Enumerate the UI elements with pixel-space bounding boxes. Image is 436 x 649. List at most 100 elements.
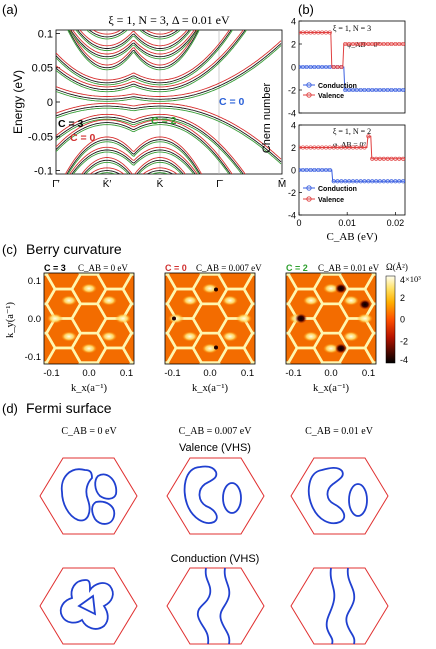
- berry-ridge: [149, 377, 183, 406]
- berry-ridge: [219, 230, 253, 259]
- chern-line: [299, 135, 405, 160]
- chern-line: [299, 32, 405, 68]
- band-line: [81, 157, 186, 174]
- berry-ridge: [365, 392, 399, 422]
- band-structure-lines: [56, 30, 282, 174]
- chern-marker: [397, 156, 402, 161]
- chern-marker: [316, 167, 321, 173]
- panel-b-bottom-title: ξ = 1, N = 2: [333, 127, 371, 136]
- berry-hotspot: [202, 343, 218, 354]
- xtick-label: 0: [296, 218, 301, 228]
- panel-b-bottom-xticks: 0 0.01 0.02: [296, 212, 404, 228]
- chern-marker: [354, 41, 359, 47]
- panel-a-xticks: Γ̄′ K̄′ K̄ Γ̄ M̄: [52, 177, 286, 190]
- bz-hexagon: [166, 567, 265, 645]
- band-line: [85, 161, 182, 174]
- chern-marker: [381, 156, 386, 161]
- chern-marker: [347, 179, 352, 184]
- berry-map-1-cab: C_AB = 0 eV: [78, 263, 128, 273]
- chern-marker: [381, 41, 386, 47]
- chern-marker: [323, 64, 329, 70]
- chern-marker: [299, 145, 302, 150]
- band-line: [56, 30, 232, 84]
- berry-hotspot: [202, 283, 218, 294]
- xtick-label: -0.1: [43, 368, 59, 379]
- chern-marker: [308, 145, 313, 150]
- berry-hotspot: [303, 331, 319, 342]
- fermi-contour: [196, 567, 212, 645]
- fermi-col-1: C_AB = 0 eV: [61, 426, 117, 437]
- ytick-label: -4: [288, 211, 296, 221]
- panel-b-bottom-legend: Conduction Valence: [303, 185, 357, 204]
- chern-marker: [308, 167, 313, 173]
- berry-hotspot: [343, 295, 359, 306]
- chern-marker: [300, 64, 305, 70]
- fermi-contour: [77, 594, 97, 616]
- chern-marker: [397, 87, 402, 93]
- chern-marker: [308, 64, 313, 70]
- berry-hotspot: [236, 313, 252, 324]
- chern-marker: [320, 145, 325, 150]
- chern-marker: [304, 64, 309, 70]
- band-line: [79, 30, 188, 47]
- berry-ridge: [391, 377, 425, 406]
- berry-hotspot: [61, 331, 77, 342]
- panel-b-xlabel: C_AB (eV): [326, 231, 377, 243]
- fermi-valence-2: [166, 457, 265, 535]
- xtick-label: -0.1: [164, 368, 180, 379]
- chern-marker: [381, 179, 386, 184]
- berry-ridge: [242, 273, 255, 306]
- chern-marker: [366, 41, 371, 47]
- chern-marker: [335, 64, 340, 70]
- chern-marker: [304, 167, 309, 173]
- fermi-col-2: C_AB = 0.007 eV: [179, 426, 253, 437]
- chern-marker: [304, 30, 309, 35]
- bz-hexagon: [166, 457, 265, 535]
- colorbar-scale: ×10³: [405, 274, 421, 284]
- chern-marker: [366, 87, 371, 93]
- berry-coldspot: [214, 345, 218, 350]
- chern-marker: [370, 87, 375, 93]
- berry-coldspot: [335, 343, 347, 354]
- ytick-label: 4: [291, 121, 296, 131]
- berry-map-2: C = 0 C_AB = 0.007 eV: [164, 230, 262, 365]
- chern-marker: [397, 179, 402, 184]
- panel-a-yticks: 0.1 0.05 0 -0.05 -0.1: [28, 28, 60, 178]
- ytick-label: 0.05: [32, 63, 53, 75]
- colorbar-label: Ω(Å²): [386, 262, 408, 272]
- chern-marker: [312, 167, 317, 173]
- xtick-label: 0.1: [362, 368, 375, 379]
- fermi-valence-3: [290, 457, 389, 535]
- ytick-label: -0.05: [28, 131, 53, 143]
- berry-hotspot: [303, 295, 319, 306]
- chern-marker: [316, 145, 321, 150]
- fermi-contour: [59, 579, 114, 630]
- panel-c-ylabel: k_y(a⁻¹): [5, 301, 16, 338]
- chern-marker: [320, 30, 325, 35]
- band-line: [56, 40, 282, 97]
- panel-c-label: (c): [2, 242, 17, 257]
- berry-hotspot: [81, 283, 97, 294]
- berry-colorbar: Ω(Å²) ×10³ 4 2 0 -2 -4: [385, 262, 421, 365]
- xtick-label: K̄′: [103, 177, 112, 190]
- band-line: [93, 170, 174, 174]
- xtick-label: 0.1: [241, 368, 254, 379]
- chern-marker: [385, 156, 390, 161]
- band-line: [66, 139, 201, 174]
- chern-marker: [350, 179, 356, 184]
- panel-d-title: Fermi surface: [26, 400, 112, 416]
- ytick-label: 0: [291, 166, 296, 176]
- chern-marker: [393, 87, 398, 93]
- band-annotation-c0-red: C = 0: [70, 132, 96, 144]
- berry-ridge: [391, 407, 425, 437]
- chern-marker: [358, 145, 363, 150]
- band-line: [68, 30, 199, 60]
- chern-marker: [299, 167, 302, 173]
- chern-marker: [374, 87, 379, 93]
- berry-hotspot: [343, 331, 359, 342]
- bz-hexagon: [290, 457, 389, 535]
- chern-marker: [401, 179, 405, 184]
- fermi-conduction-2: [166, 567, 265, 645]
- band-line: [89, 167, 178, 174]
- chern-marker: [331, 145, 336, 150]
